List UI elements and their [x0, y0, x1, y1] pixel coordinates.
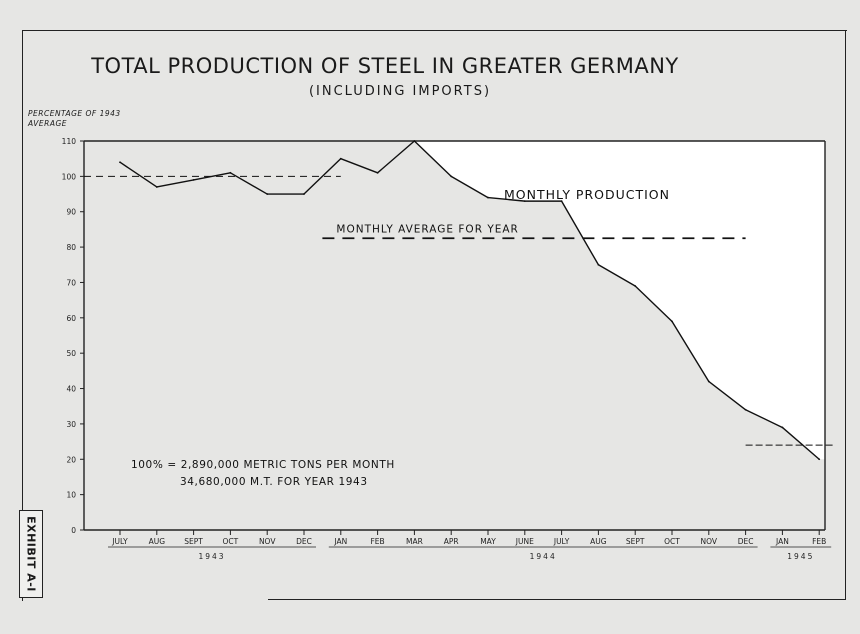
x-tick-label: JAN: [333, 537, 347, 546]
data-point: [450, 175, 453, 178]
x-tick-label: DEC: [296, 537, 312, 546]
series-label-monthly-production: MONTHLY PRODUCTION: [504, 187, 670, 202]
series-line-monthly-production: [119, 140, 820, 460]
data-point: [671, 320, 673, 323]
year-group-label: 1944: [530, 552, 557, 561]
x-tick-label: JUNE: [515, 537, 534, 546]
x-tick-label: SEPT: [626, 537, 645, 546]
reference-line-label: MONTHLY AVERAGE FOR YEAR: [336, 223, 518, 235]
year-group-label: 1943: [198, 552, 225, 561]
outer-frame-bottom: [268, 599, 846, 600]
x-tick-label: JULY: [111, 537, 128, 546]
x-tick-label: FEB: [370, 537, 384, 546]
annotation-note-2: 34,680,000 M.T. FOR YEAR 1943: [180, 476, 368, 488]
data-point: [192, 179, 195, 181]
x-tick-label: JULY: [553, 537, 570, 546]
y-tick-label: 30: [66, 420, 76, 429]
data-point: [155, 186, 158, 188]
x-tick-label: DEC: [738, 537, 754, 546]
data-point: [597, 263, 600, 266]
x-tick-label: MAR: [406, 537, 423, 546]
x-tick-label: NOV: [259, 537, 276, 546]
data-point: [266, 193, 269, 195]
data-point: [634, 285, 637, 287]
y-tick-label: 70: [66, 278, 76, 287]
y-tick-label: 20: [66, 455, 76, 464]
data-point: [523, 200, 526, 203]
annotation-note-1: 100% = 2,890,000 METRIC TONS PER MONTH: [131, 459, 395, 471]
x-tick-label: SEPT: [184, 537, 203, 546]
data-point: [744, 408, 747, 411]
data-point: [303, 193, 305, 195]
chart-subtitle: (INCLUDING IMPORTS): [308, 84, 492, 99]
x-tick-label: NOV: [701, 537, 718, 546]
data-point: [376, 171, 379, 174]
x-tick-label: MAY: [480, 537, 496, 546]
x-tick-label: AUG: [149, 537, 166, 546]
y-tick-label: 40: [66, 385, 76, 394]
data-point: [707, 380, 710, 383]
data-point: [339, 157, 342, 160]
y-tick-label: 0: [71, 526, 76, 535]
outer-frame-right: [845, 30, 846, 600]
x-tick-label: AUG: [590, 537, 607, 546]
x-tick-label: FEB: [812, 537, 826, 546]
outer-frame: [22, 30, 847, 601]
y-tick-label: 90: [66, 208, 76, 217]
data-point: [781, 426, 784, 429]
x-tick-label: APR: [444, 537, 459, 546]
data-point: [229, 171, 232, 174]
data-point: [818, 458, 821, 461]
x-tick-label: OCT: [664, 537, 680, 546]
data-point: [413, 140, 416, 142]
year-group-label: 1945: [787, 552, 814, 561]
y-tick-label: 10: [66, 491, 76, 500]
y-tick-label: 50: [66, 349, 76, 358]
data-point: [487, 196, 489, 199]
unshaded-region: [414, 141, 825, 460]
y-tick-label: 60: [66, 314, 76, 323]
exhibit-label-box: EXHIBIT A-I: [19, 510, 43, 598]
x-tick-label: JAN: [775, 537, 789, 546]
x-tick-label: OCT: [223, 537, 239, 546]
y-tick-label: 110: [62, 137, 77, 146]
y-tick-label: 100: [62, 172, 77, 181]
data-point: [560, 200, 563, 203]
y-tick-label: 80: [66, 243, 76, 252]
data-point: [119, 161, 121, 164]
y-axis-label: PERCENTAGE OF 1943 AVERAGE: [28, 109, 121, 128]
chart-title: TOTAL PRODUCTION OF STEEL IN GREATER GER…: [91, 54, 679, 78]
